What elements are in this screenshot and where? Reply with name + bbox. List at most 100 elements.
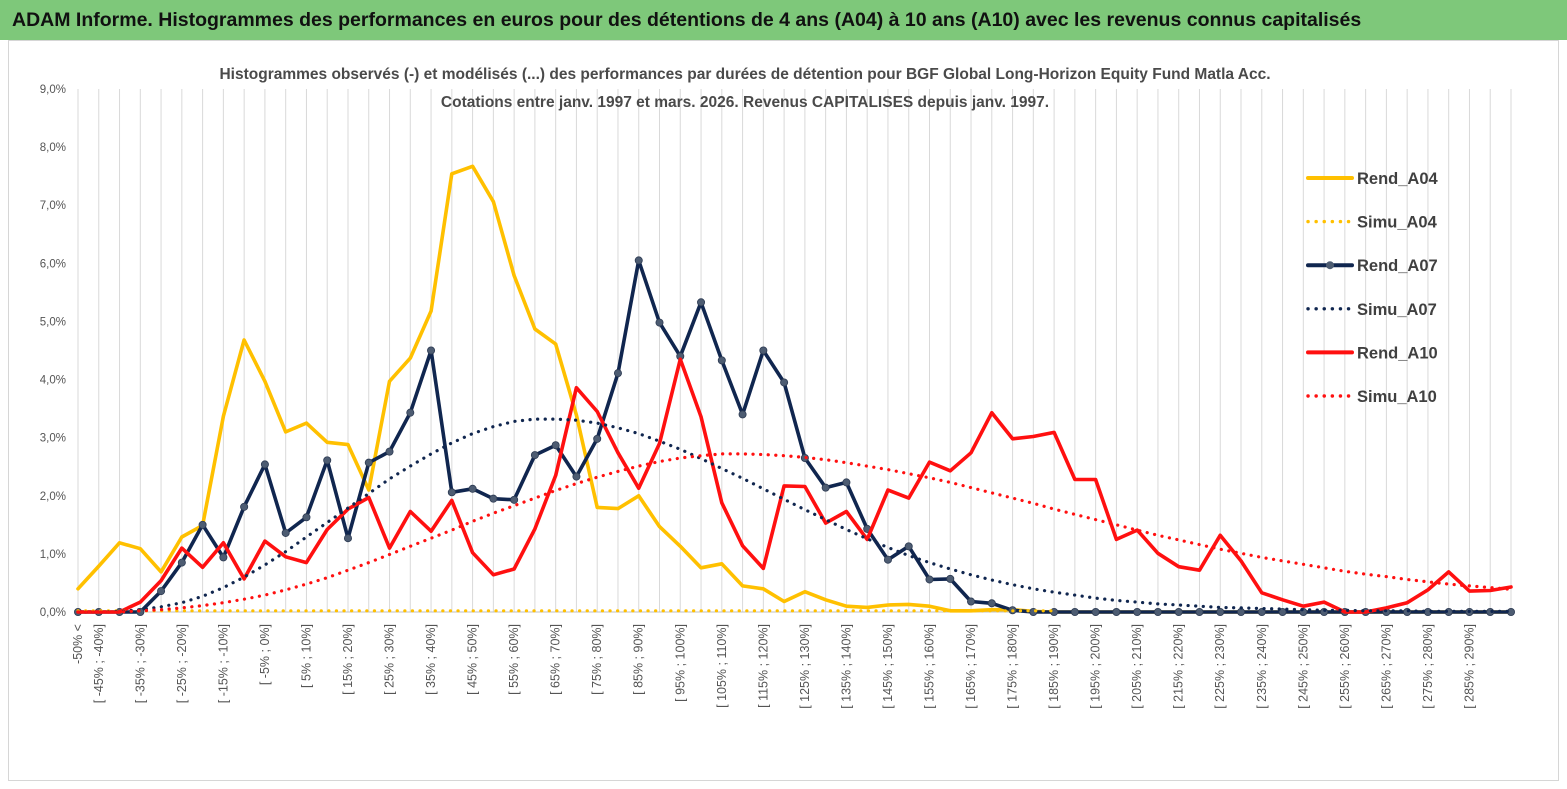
y-tick-label: 3,0% [40,433,66,445]
y-tick-label: 0,0% [40,607,66,619]
x-tick-label: -50% < [71,624,85,664]
legend-label-rend-a10: Rend_A10 [1357,344,1438,362]
rend-a07-point [260,460,269,469]
legend-label-rend-a07: Rend_A07 [1357,257,1438,275]
rend-a07-point [510,495,519,504]
rend-a07-point [468,484,477,493]
rend-a07-point [157,587,166,596]
rend-a07-point [759,346,768,355]
rend-a07-point [1257,608,1266,617]
rend-a07-point [240,502,249,511]
x-axis: -50% < [ -45% ; -40%] [ -35% ; -30%] [ -25%… [71,624,1476,709]
rend-a07-point [904,542,913,551]
x-tick-label: [ 75% ; 80%] [590,624,604,695]
rend-a07-point [572,472,581,481]
x-tick-label: [ 35% ; 40%] [424,624,438,695]
x-tick-label: [ -35% ; -30%] [133,624,147,703]
x-tick-label: [ 115% ; 120%] [756,624,770,708]
rend-a07-point [1216,608,1225,617]
rend-a07-point [780,378,789,387]
rend-a07-point [1278,608,1287,617]
rend-a07-point [343,534,352,543]
x-tick-label: [ 205% ; 210%] [1130,624,1144,709]
series-group [74,164,1516,617]
rend-a07-point [821,483,830,492]
rend-a07-point [1091,608,1100,617]
rend-a07-point [302,513,311,522]
legend-label-simu-a07: Simu_A07 [1357,301,1437,319]
rend-a07-point [530,451,539,460]
y-tick-label: 8,0% [40,142,66,154]
rend-a07-point [883,555,892,564]
rend-a07-point [987,599,996,608]
x-tick-label: [ 25% ; 30%] [383,624,397,695]
x-tick-label: [ 235% ; 240%] [1255,624,1269,709]
rend-a07-point [1112,608,1121,617]
x-tick-label: [ -5% ; 0%] [258,624,272,685]
rend-a07-point [1403,608,1412,617]
performance-histogram-chart: 0,0% 1,0% 2,0% 3,0% 4,0% 5,0% 6,0% 7,0% 8,0% 9,0%… [40,66,1516,709]
rend-a07-point [1195,608,1204,617]
rend-a07-point [406,408,415,417]
x-tick-label: [ -25% ; -20%] [175,624,189,703]
rend-a07-point [1153,608,1162,617]
simu-a10-line [76,452,1513,614]
rend-a07-point [364,458,373,467]
grid-lines [77,89,1512,613]
x-tick-label: [ 155% ; 160%] [922,624,936,709]
legend-label-rend-a04: Rend_A04 [1357,170,1439,188]
rend-a07-point [323,456,332,465]
y-tick-label: 9,0% [40,84,66,96]
report-banner: ADAM Informe. Histogrammes des performan… [0,0,1567,40]
x-tick-label: [ 175% ; 180%] [1006,624,1020,709]
rend-a07-point [281,528,290,537]
y-tick-label: 6,0% [40,258,66,270]
rend-a10-line [76,357,1513,614]
x-tick-label: [ 275% ; 280%] [1421,624,1435,709]
y-tick-label: 7,0% [40,200,66,212]
rend-a07-point [842,478,851,487]
y-tick-label: 4,0% [40,375,66,387]
x-tick-label: [ 85% ; 90%] [632,624,646,695]
x-tick-label: [ 125% ; 130%] [798,624,812,709]
rend-a07-point [925,575,934,584]
rend-a07-point [946,574,955,583]
y-tick-label: 5,0% [40,316,66,328]
rend-a07-point [1070,608,1079,617]
x-tick-label: [ 255% ; 260%] [1338,624,1352,709]
y-tick-label: 2,0% [40,491,66,503]
legend-marker-rend-a07 [1326,261,1334,270]
rend-a07-point [551,441,560,450]
x-tick-label: [ 245% ; 250%] [1296,624,1310,709]
rend-a07-point [593,434,602,443]
x-tick-label: [ 225% ; 230%] [1213,624,1227,709]
rend-a07-point [655,318,664,327]
legend-label-simu-a04: Simu_A04 [1357,214,1438,232]
rend-a07-point [613,369,622,378]
rend-a07-point [198,520,207,529]
x-tick-label: [ -15% ; -10%] [216,624,230,703]
x-tick-label: [ 135% ; 140%] [839,624,853,709]
chart-title: Histogrammes observés (-) et modélisés (… [219,66,1270,83]
x-tick-label: [ -45% ; -40%] [92,624,106,703]
x-tick-label: [ 195% ; 200%] [1089,624,1103,709]
chart-frame [8,40,1559,781]
x-tick-label: [ 45% ; 50%] [466,624,480,695]
y-axis: 0,0% 1,0% 2,0% 3,0% 4,0% 5,0% 6,0% 7,0% 8,0% 9,0% [40,84,66,619]
rend-a07-point [427,346,436,355]
rend-a07-point [634,256,643,265]
x-tick-label: [ 215% ; 220%] [1172,624,1186,709]
y-tick-label: 1,0% [40,549,66,561]
rend-a07-point [1133,608,1142,617]
rend-a07-point [738,410,747,419]
rend-a07-point [717,356,726,365]
x-tick-label: [ 285% ; 290%] [1462,624,1476,709]
legend: Rend_A04 Simu_A04 Rend_A07 Simu_A07 Rend_A10… [1306,170,1439,406]
rend-a07-point [385,447,394,456]
chart-subtitle: Cotations entre janv. 1997 et mars. 2026… [441,94,1049,111]
rend-a07-line [76,258,1513,614]
rend-a07-point [967,597,976,606]
rend-a07-point [1174,608,1183,617]
rend-a07-point [447,488,456,497]
rend-a04-line [76,164,1513,614]
